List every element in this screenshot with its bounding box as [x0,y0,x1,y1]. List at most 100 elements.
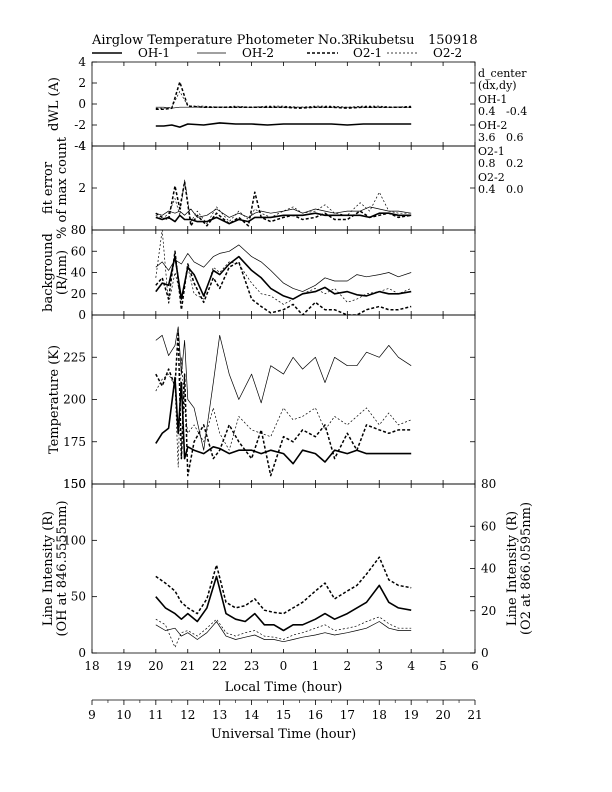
dcenter-title: d_center [478,67,527,80]
ut-tick-label-9: 18 [372,708,387,722]
panel-4-ytick-label-3: 0 [78,646,86,660]
panel-3-ytick-label-3: 150 [63,477,86,491]
panel-0-ylabel: dWL (A) [47,77,62,131]
dcenter-annotation: d_center (dx,dy) OH-1 0.4 -0.4 OH-2 3.6 … [478,67,527,196]
ut-tick-label-11: 20 [435,708,450,722]
panel-3: 225 200 175 150 Temperature (K) [47,314,476,491]
panel-1-series-o2-2 [155,179,412,225]
ut-tick-label-10: 19 [404,708,419,722]
panel-2-ytick-label-2: 40 [71,266,86,280]
local-tick-label-6: 0 [280,659,288,673]
legend-label-1: OH-2 [242,46,274,60]
panel-4-y2tick-label-3: 20 [481,604,496,618]
local-time-label: Local Time (hour) [225,680,343,695]
panel-2-ytick-label-0: 80 [71,223,86,237]
legend-label-3: O2-2 [433,46,462,60]
panel-frame-4 [91,483,476,654]
panel-4-y2tick-label-0: 80 [481,477,496,491]
legend: OH-1 OH-2 O2-1 O2-2 [92,46,462,60]
panel-4-series-o2-1 [155,556,412,615]
dcenter-subtitle: (dx,dy) [478,79,517,92]
date-label: 150918 [428,33,478,48]
panel-4-ytick-label-1: 100 [63,533,86,547]
panel-2-series-o2-2 [155,230,412,305]
panel-2-ylabel2: (R/nm) [55,250,70,295]
dcenter-oh2-value: 3.6 0.6 [478,131,523,144]
panel-4-ylabel: Line Intensity (R) [41,511,56,626]
panel-0-series-o2-1 [155,81,412,111]
panel-1-ylabel2: % of max count [55,136,70,239]
panel-4-ytick-label-2: 50 [71,590,86,604]
panel-1-series-oh-2 [155,206,412,218]
panel-1-ytick-label-0: 4 [78,139,86,153]
panel-1: 4 2 0 fit error% of max count [41,136,476,239]
panel-2-ylabel: background [41,233,56,312]
ut-time-label: Universal Time (hour) [211,727,356,742]
dcenter-oh1-label: OH-1 [478,93,507,106]
local-tick-label-5: 23 [244,659,259,673]
dcenter-oh2-label: OH-2 [478,119,507,132]
panel-1-ylabel: fit error [41,161,56,214]
panel-0-ytick-label-0: 4 [78,55,86,69]
local-tick-label-4: 22 [212,659,227,673]
dcenter-o21-label: O2-1 [478,145,505,158]
ut-tick-label-0: 9 [88,708,96,722]
panel-4-ylabel2: (OH at 846.5555nm) [55,500,70,636]
local-tick-label-1: 19 [116,659,131,673]
panel-4-y2label2: (O2 at 866.0595nm) [519,502,534,635]
panel-0-ytick-label-4: -4 [74,139,86,153]
panel-frame-0 [91,61,476,147]
panel-2: 80 60 40 20 0 background (R/nm) [41,223,476,322]
station-name: Rikubetsu [348,33,414,48]
dcenter-oh1-value: 0.4 -0.4 [478,105,527,118]
ut-tick-label-3: 12 [180,708,195,722]
panel-1-ytick-label-2: 0 [78,223,86,237]
panel-2-ytick-label-3: 20 [71,287,86,301]
local-tick-label-8: 2 [344,659,352,673]
panel-4-y2label: Line Intensity (R) [505,511,520,626]
panel-3-ytick-label-2: 175 [63,435,86,449]
local-tick-label-3: 21 [180,659,195,673]
ut-tick-label-4: 13 [212,708,227,722]
panel-4-ytick-label-0: 150 [63,477,86,491]
ut-tick-label-12: 21 [467,708,482,722]
panel-2-ytick-label-4: 0 [78,308,86,322]
panel-4-y2tick-label-1: 60 [481,519,496,533]
panel-0-ytick-label-2: 0 [78,97,86,111]
panel-1-ytick-label-1: 2 [78,181,86,195]
panel-3-ytick-label-0: 225 [63,350,86,364]
local-tick-label-9: 3 [375,659,383,673]
panel-4-series-o2-2 [155,616,412,648]
legend-label-0: OH-1 [138,46,170,60]
local-tick-label-10: 4 [407,659,415,673]
local-tick-label-7: 1 [312,659,320,673]
panel-3-series-oh-1 [155,376,412,465]
panel-3-ylabel: Temperature (K) [47,345,62,454]
ut-tick-label-8: 17 [340,708,355,722]
panel-2-series-oh-2 [155,244,412,292]
chart-header: Airglow Temperature Photometer No.3 Riku… [91,33,478,48]
panel-0: 4 2 0 -2 -4 dWL (A) [47,55,476,153]
ut-tick-label-2: 11 [148,708,163,722]
panel-0-ytick-label-3: -2 [74,118,86,132]
panel-0-series-oh-2 [155,106,412,109]
panel-3-series-o2-2 [155,356,412,468]
ut-tick-label-5: 14 [244,708,260,722]
panel-3-ytick-label-1: 200 [63,393,86,407]
local-tick-label-12: 6 [471,659,479,673]
dcenter-o22-label: O2-2 [478,171,505,184]
panel-4-series-oh-1 [155,575,412,632]
panel-1-series-o2-1 [155,180,412,227]
dcenter-o21-value: 0.8 0.2 [478,157,523,170]
panel-frame-2 [91,229,476,316]
panel-4-series-oh-2 [155,621,412,643]
panel-0-series-oh-1 [155,122,412,128]
panel-frame-3 [91,314,476,485]
ut-tick-label-6: 15 [276,708,291,722]
panel-1-series-oh-1 [155,212,412,225]
local-tick-label-11: 5 [439,659,447,673]
panel-4-y2tick-label-4: 0 [481,646,489,660]
